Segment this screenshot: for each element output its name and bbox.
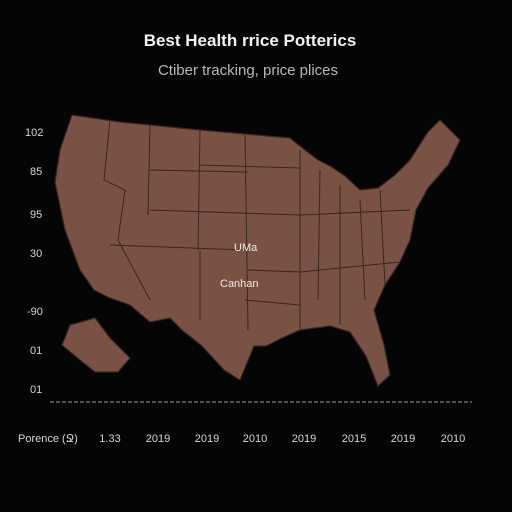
left-label: 01 [30, 345, 42, 357]
left-labels: 102 85 95 30 -90 01 01 [25, 127, 43, 396]
bottom-label: 2019 [391, 433, 415, 445]
map-label: UMa [234, 242, 258, 254]
mainland [54, 114, 461, 388]
bottom-label: 2015 [342, 433, 366, 445]
left-label: 102 [25, 127, 43, 139]
alaska [61, 317, 131, 373]
bottom-label: 2010 [243, 433, 267, 445]
bottom-label: 1.33 [99, 433, 120, 445]
left-label: 30 [30, 248, 42, 260]
bottom-label: 2019 [146, 433, 170, 445]
left-label: 95 [30, 209, 42, 221]
map-label: Canhan [220, 278, 259, 290]
bottom-label: Porence (Ջ) [18, 433, 78, 445]
bottom-label: 2019 [195, 433, 219, 445]
state-borders [103, 119, 411, 331]
bottom-labels: Porence (Ջ) 1.33 2019 2019 2010 2019 201… [18, 433, 465, 445]
subtitle: Ctiber tracking, price plices [158, 62, 338, 79]
bottom-label: 2010 [441, 433, 465, 445]
left-label: -90 [27, 306, 43, 318]
bottom-label: 2019 [292, 433, 316, 445]
us-map [54, 114, 461, 388]
left-label: 01 [30, 384, 42, 396]
left-label: 85 [30, 166, 42, 178]
title: Best Health rrice Potterics [144, 31, 357, 50]
